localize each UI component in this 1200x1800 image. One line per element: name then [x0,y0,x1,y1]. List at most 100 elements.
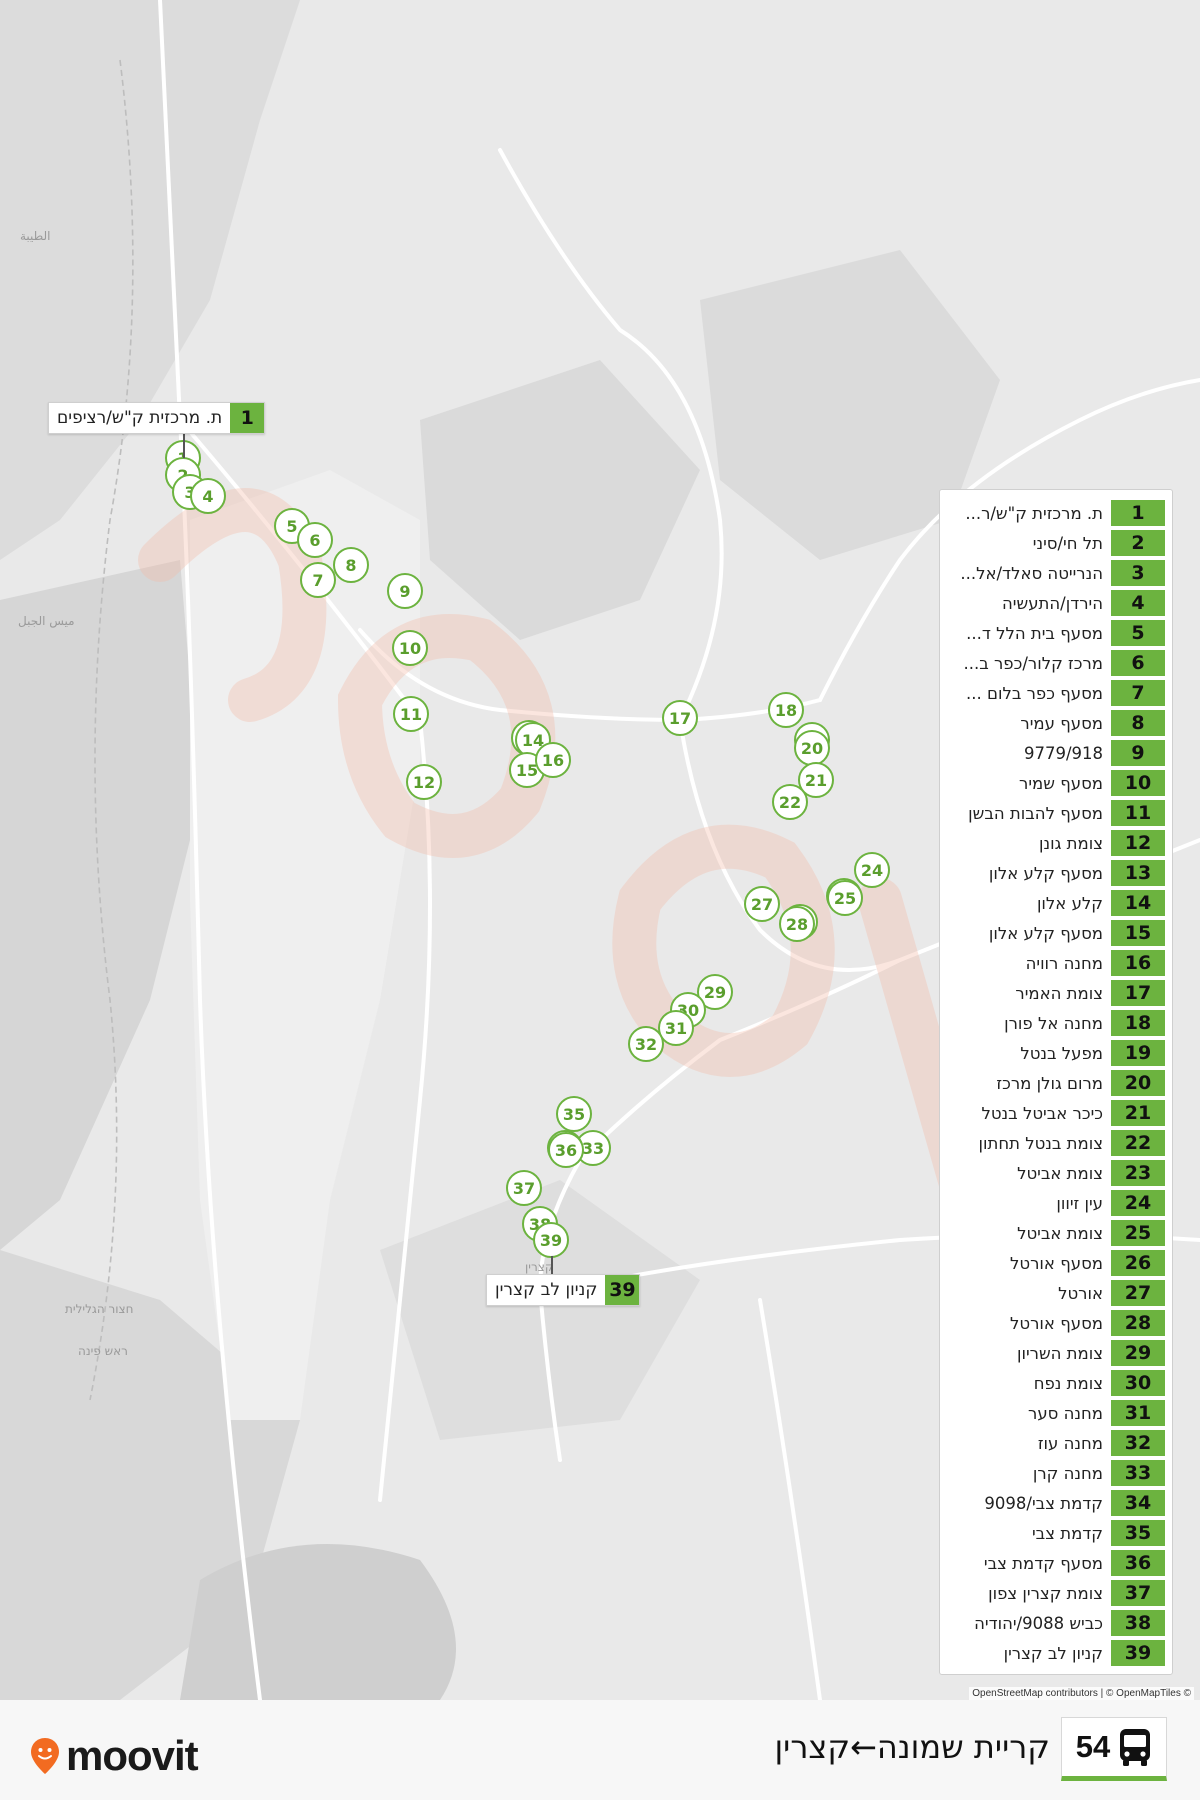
legend-row[interactable]: 9 9779/918 [940,738,1172,768]
legend-row[interactable]: 8 מסעף עמיר [940,708,1172,738]
legend-stop-number: 6 [1111,650,1165,676]
legend-row[interactable]: 29 צומת השריון [940,1338,1172,1368]
moovit-pin-icon [31,1738,59,1774]
footer-bar [0,1700,1200,1800]
legend-stop-number: 10 [1111,770,1165,796]
stop-marker[interactable]: 24 [854,852,890,888]
legend-stop-name: ת. מרכזית ק"ש/ר... [965,503,1103,523]
legend-stop-number: 3 [1111,560,1165,586]
stop-marker[interactable]: 16 [535,742,571,778]
stop-marker[interactable]: 39 [533,1222,569,1258]
legend-row[interactable]: 25 צומת אביטל [940,1218,1172,1248]
stop-marker[interactable]: 8 [333,547,369,583]
stop-marker[interactable]: 6 [297,522,333,558]
legend-row[interactable]: 12 צומת גונן [940,828,1172,858]
stop-marker[interactable]: 31 [658,1010,694,1046]
stop-marker[interactable]: 25 [827,880,863,916]
legend-row[interactable]: 27 אורטל [940,1278,1172,1308]
legend-stop-name: מסעף אורטל [1010,1313,1103,1333]
stop-marker[interactable]: 20 [794,730,830,766]
legend-row[interactable]: 21 כיכר אביטל בנטל [940,1098,1172,1128]
stop-marker[interactable]: 35 [556,1096,592,1132]
legend-stop-name: צומת אביטל [1017,1223,1103,1243]
stop-marker[interactable]: 4 [190,478,226,514]
start-callout[interactable]: 1 ת. מרכזית ק"ש/רציפים [48,402,266,434]
legend-stop-name: מסעף עמיר [1020,713,1103,733]
place-label: ميس الجبل [18,614,75,629]
legend-stop-name: צומת השריון [1016,1343,1103,1363]
legend-stop-number: 22 [1111,1130,1165,1156]
legend-stop-name: מסעף קלע אלון [988,923,1103,943]
legend-row[interactable]: 33 מחנה קרן [940,1458,1172,1488]
stop-marker[interactable]: 10 [392,630,428,666]
legend-stop-number: 34 [1111,1490,1165,1516]
stop-marker[interactable]: 18 [768,692,804,728]
legend-row[interactable]: 39 קניון לב קצרין [940,1638,1172,1668]
legend-stop-name: כיכר אביטל בנטל [981,1103,1103,1123]
legend-row[interactable]: 3 הנרייטה סאלד/אל... [940,558,1172,588]
legend-row[interactable]: 36 מסעף קדמת צבי [940,1548,1172,1578]
route-map[interactable]: الطيبة ميس الجبل חצור הגלילית ראש פינה ק… [0,0,1200,1700]
legend-row[interactable]: 19 מפעל בנטל [940,1038,1172,1068]
legend-row[interactable]: 24 עין זיוון [940,1188,1172,1218]
legend-row[interactable]: 32 מחנה עוז [940,1428,1172,1458]
stop-marker[interactable]: 21 [798,762,834,798]
legend-row[interactable]: 37 צומת קצרין צפון [940,1578,1172,1608]
legend-stop-name: קדמת צבי [1031,1523,1103,1543]
legend-row[interactable]: 20 מרום גולן מרכז [940,1068,1172,1098]
legend-row[interactable]: 11 מסעף להבות הבשן [940,798,1172,828]
legend-row[interactable]: 2 תל חי/סיני [940,528,1172,558]
stop-marker[interactable]: 37 [506,1170,542,1206]
end-callout[interactable]: 39 קניון לב קצרין [486,1274,641,1306]
end-callout-number: 39 [605,1275,640,1305]
legend-row[interactable]: 6 מרכז קלור/כפר ב... [940,648,1172,678]
map-attribution[interactable]: OpenStreetMap contributors | © OpenMapTi… [969,1687,1194,1700]
legend-row[interactable]: 7 מסעף כפר בלום ... [940,678,1172,708]
legend-row[interactable]: 22 צומת בנטל תחתון [940,1128,1172,1158]
legend-row[interactable]: 10 מסעף שמיר [940,768,1172,798]
stop-marker[interactable]: 12 [406,764,442,800]
stop-marker[interactable]: 11 [393,696,429,732]
legend-stop-name: עין זיוון [1056,1193,1103,1213]
legend-stop-name: קלע אלון [1036,893,1103,913]
stop-marker[interactable]: 9 [387,573,423,609]
stop-marker[interactable]: 27 [744,886,780,922]
legend-stop-number: 9 [1111,740,1165,766]
legend-stop-name: צומת האמיר [1015,983,1103,1003]
legend-stop-name: תל חי/סיני [1032,533,1103,553]
legend-row[interactable]: 16 מחנה רוויה [940,948,1172,978]
stop-marker[interactable]: 28 [779,906,815,942]
stop-marker[interactable]: 36 [548,1132,584,1168]
legend-stop-name: מחנה אל פורן [1004,1013,1103,1033]
stop-marker[interactable]: 7 [300,562,336,598]
legend-row[interactable]: 28 מסעף אורטל [940,1308,1172,1338]
route-badge[interactable]: 54 [1061,1717,1167,1781]
end-callout-name: קניון לב קצרין [495,1280,598,1300]
legend-row[interactable]: 18 מחנה אל פורן [940,1008,1172,1038]
legend-stop-name: קניון לב קצרין [1003,1643,1103,1663]
stops-legend: 1 ת. מרכזית ק"ש/ר... 2 תל חי/סיני 3 הנרייטה ס… [939,489,1173,1675]
route-title: קריית שמונה←קצרין [774,1728,1050,1766]
stop-marker[interactable]: 22 [772,784,808,820]
legend-row[interactable]: 30 צומת נפח [940,1368,1172,1398]
legend-stop-name: הירדן/התעשיה [1002,593,1103,613]
legend-row[interactable]: 26 מסעף אורטל [940,1248,1172,1278]
legend-stop-name: צומת גונן [1039,833,1103,853]
legend-row[interactable]: 34 קדמת צבי/9098 [940,1488,1172,1518]
legend-row[interactable]: 15 מסעף קלע אלון [940,918,1172,948]
stop-marker[interactable]: 17 [662,700,698,736]
legend-row[interactable]: 35 קדמת צבי [940,1518,1172,1548]
legend-row[interactable]: 17 צומת האמיר [940,978,1172,1008]
legend-row[interactable]: 5 מסעף בית הלל ד... [940,618,1172,648]
legend-stop-name: מפעל בנטל [1020,1043,1103,1063]
stop-marker[interactable]: 32 [628,1026,664,1062]
legend-row[interactable]: 13 מסעף קלע אלון [940,858,1172,888]
legend-row[interactable]: 4 הירדן/התעשיה [940,588,1172,618]
legend-row[interactable]: 23 צומת אביטל [940,1158,1172,1188]
legend-row[interactable]: 31 מחנה סער [940,1398,1172,1428]
legend-row[interactable]: 1 ת. מרכזית ק"ש/ר... [940,498,1172,528]
place-label: קצרין [525,1260,553,1274]
legend-row[interactable]: 14 קלע אלון [940,888,1172,918]
legend-stop-number: 38 [1111,1610,1165,1636]
legend-row[interactable]: 38 כביש 9088/יהודיה [940,1608,1172,1638]
